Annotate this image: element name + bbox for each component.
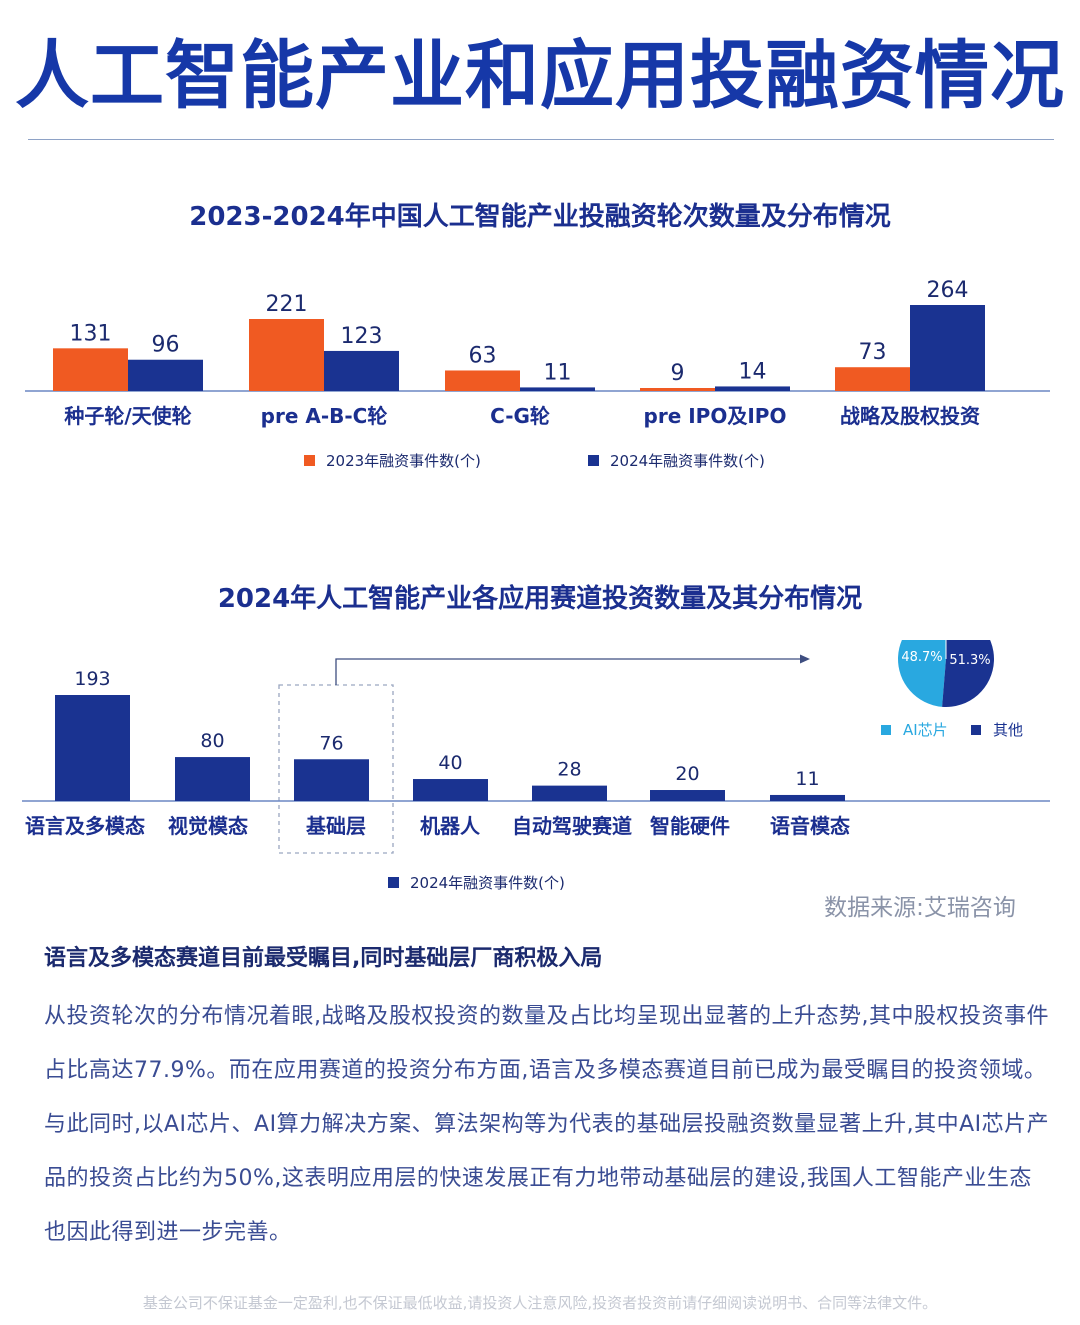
callout-connector-line <box>335 658 800 685</box>
chart2-legend-swatch <box>388 877 399 888</box>
chart2-category-label: 语言及多模态 <box>25 814 145 838</box>
pie-legend-swatch <box>881 725 891 735</box>
chart1-legend-label: 2023年融资事件数(个) <box>326 452 481 470</box>
data-source: 数据来源:艾瑞咨询 <box>824 895 1016 921</box>
chart1-data-label: 9 <box>671 361 685 386</box>
chart1-bar <box>445 370 520 391</box>
chart2-category-label: 机器人 <box>420 814 481 838</box>
chart1-data-label: 96 <box>152 333 180 358</box>
chart2-data-label: 20 <box>675 763 699 785</box>
chart1-category-label: pre IPO及IPO <box>644 404 787 428</box>
section-subheading: 语言及多模态赛道目前最受瞩目,同时基础层厂商积极入局 <box>44 946 603 971</box>
chart1-data-label: 131 <box>70 321 112 346</box>
chart1-category-label: C-G轮 <box>490 404 550 428</box>
chart2-bar <box>532 785 607 801</box>
chart1-legend-swatch <box>588 455 599 466</box>
chart2-title: 2024年人工智能产业各应用赛道投资数量及其分布情况 <box>217 584 863 614</box>
pie-slice-ai-chip <box>898 640 946 707</box>
chart2-category-label: 视觉模态 <box>168 814 248 838</box>
chart1-data-label: 221 <box>266 292 308 317</box>
chart2-bar <box>294 759 369 801</box>
chart1-category-label: pre A-B-C轮 <box>261 404 388 428</box>
pie-legend-label: 其他 <box>993 721 1023 739</box>
chart1-bar <box>520 387 595 391</box>
pie-value-label: 51.3% <box>949 653 990 668</box>
chart1-bar <box>324 350 399 391</box>
chart1-data-label: 14 <box>739 359 767 384</box>
pie-legend-swatch <box>971 725 981 735</box>
chart1-data-label: 73 <box>859 340 887 365</box>
chart1-category-label: 战略及股权投资 <box>840 404 980 428</box>
pie-value-label: 48.7% <box>901 650 942 665</box>
chart2-application-tracks: 193 语言及多模态 80 视觉模态 76 基础层 40 机器人 28 自动驾驶赛道 20 智能硬件 1… <box>22 640 1050 892</box>
page-title: 人工智能产业和应用投融资情况 <box>15 33 1065 119</box>
chart1-bar <box>128 359 203 391</box>
chart2-legend-label: 2024年融资事件数(个) <box>410 874 565 892</box>
chart2-bar <box>175 757 250 801</box>
chart1-data-label: 11 <box>544 360 572 385</box>
chart2-bar <box>413 779 488 801</box>
chart2-bar <box>650 790 725 801</box>
chart1-bar <box>835 367 910 391</box>
chart2-category-label: 语音模态 <box>770 814 850 838</box>
callout-arrowhead <box>800 654 810 664</box>
body-paragraph: 从投资轮次的分布情况着眼,战略及股权投资的数量及占比均呈现出显著的上升态势,其中… <box>44 1004 1050 1245</box>
chart2-bar <box>55 695 130 801</box>
chart2-data-label: 80 <box>200 730 224 752</box>
chart1-data-label: 264 <box>927 278 969 303</box>
chart1-category-label: 种子轮/天使轮 <box>63 404 191 428</box>
chart1-bar <box>249 319 324 391</box>
chart1-title: 2023-2024年中国人工智能产业投融资轮次数量及分布情况 <box>189 202 891 232</box>
chart2-data-label: 76 <box>319 732 343 754</box>
disclaimer: 基金公司不保证基金一定盈利,也不保证最低收益,请投资人注意风险,投资者投资前请仔… <box>142 1294 938 1312</box>
title-divider <box>28 139 1054 140</box>
chart2-category-label: 基础层 <box>306 814 366 838</box>
pie-slice-other <box>942 640 994 707</box>
chart2-data-label: 40 <box>438 752 462 774</box>
chart2-bar <box>770 794 845 801</box>
chart1-legend-swatch <box>304 455 315 466</box>
chart1-bar <box>910 305 985 391</box>
chart2-data-label: 193 <box>74 668 110 690</box>
chart1-data-label: 123 <box>341 324 383 349</box>
pie-legend-label: AI芯片 <box>903 721 948 739</box>
chart1-legend-label: 2024年融资事件数(个) <box>610 452 765 470</box>
chart2-data-label: 28 <box>557 759 581 781</box>
chart1-data-label: 63 <box>469 343 497 368</box>
chart1-funding-rounds: 131 96 种子轮/天使轮 221 123 pre A-B-C轮 63 11 C-G轮 9 14 p… <box>25 278 1050 470</box>
chart1-bar <box>640 388 715 391</box>
chart1-bar <box>53 348 128 391</box>
chart2-data-label: 11 <box>795 768 819 790</box>
chart2-category-label: 自动驾驶赛道 <box>512 814 632 838</box>
chart2-category-label: 智能硬件 <box>650 814 730 838</box>
chart1-bar <box>715 386 790 391</box>
